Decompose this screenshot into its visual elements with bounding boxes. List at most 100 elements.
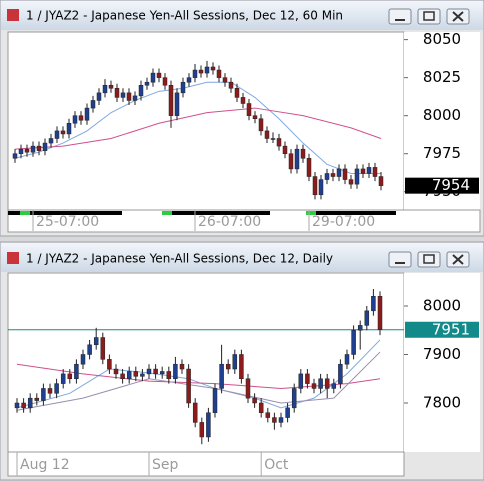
candle-body (371, 296, 376, 312)
candle-body (366, 167, 372, 174)
candle-body (153, 368, 158, 375)
candle-body (265, 412, 271, 418)
candle-body (344, 354, 350, 365)
candle-body (252, 397, 257, 404)
candle-body (27, 397, 33, 409)
candle-body (246, 103, 252, 116)
candle-body (272, 417, 277, 423)
x-tick-label: Oct (264, 457, 289, 473)
candle-body (336, 168, 342, 177)
candle-body (87, 344, 92, 355)
candle-body (100, 337, 106, 360)
candle-body (282, 145, 288, 154)
minimize-button[interactable] (388, 8, 412, 25)
session-marker (162, 211, 172, 215)
minimize-icon (395, 262, 405, 264)
candle-body (156, 72, 162, 78)
candle-body (47, 388, 53, 394)
candle-body (114, 88, 120, 98)
candle-body (258, 402, 264, 413)
candle-body (74, 363, 79, 380)
candle-body (192, 402, 198, 423)
candle-body (48, 138, 54, 144)
candle-body (173, 363, 178, 380)
candle-body (108, 84, 114, 89)
candle-body (294, 148, 300, 170)
candle-body (305, 373, 310, 384)
candle-body (342, 168, 348, 180)
candle-body (80, 354, 86, 365)
candle-body (245, 378, 251, 399)
time-axis (7, 209, 481, 233)
candle-body (12, 153, 18, 159)
candle-body (360, 168, 366, 174)
candle-body (377, 296, 383, 331)
y-tick-label: 7975 (423, 144, 461, 162)
candle-body (179, 363, 185, 370)
last-price-box (405, 321, 479, 338)
candle-body (285, 407, 290, 418)
candle-body (291, 388, 297, 409)
candle-body (312, 176, 318, 196)
y-tick-label: 8000 (423, 106, 461, 124)
candle-body (324, 378, 330, 389)
candle-body (90, 100, 96, 109)
x-tick-label: 26-07:00 (198, 214, 261, 230)
candle-body (60, 130, 66, 135)
candle-body (144, 81, 150, 86)
x-tick-label: 29-07:00 (312, 214, 375, 230)
last-price-label: 7954 (432, 176, 470, 194)
candle-body (66, 123, 72, 135)
candle-body (206, 412, 211, 438)
y-tick-label: 7900 (423, 345, 461, 363)
window-buttons[interactable] (388, 8, 470, 25)
candle-body (239, 354, 244, 380)
candle-body (78, 115, 84, 121)
moving-average (14, 107, 382, 150)
candle-body (276, 138, 282, 147)
candle-body (198, 69, 204, 74)
candle-body (318, 378, 323, 389)
time-axis (7, 451, 405, 477)
candle-body (107, 359, 112, 370)
candle-body (348, 179, 354, 185)
y-tick-label: 7800 (423, 394, 461, 412)
candle-body (120, 92, 126, 98)
candle-body (225, 363, 231, 370)
candle-body (168, 84, 174, 116)
candle-body (102, 84, 108, 94)
candle-body (330, 173, 336, 177)
window-buttons[interactable] (388, 251, 470, 268)
candle-body (298, 373, 304, 389)
candle-body (166, 371, 172, 380)
candle-body (338, 363, 343, 384)
candle-body (252, 115, 258, 119)
candle-body (378, 176, 384, 186)
close-icon (452, 254, 464, 265)
window-icon (7, 9, 19, 21)
candle-body (351, 329, 356, 355)
window-title: 1 / JYAZ2 - Japanese Yen-All Sessions, D… (26, 9, 343, 23)
chart-window: 1 / JYAZ2 - Japanese Yen-All Sessions, D… (0, 0, 484, 237)
candle-body (120, 373, 125, 380)
session-marker (20, 211, 30, 215)
price-axis (404, 273, 480, 452)
candle-body (331, 383, 337, 389)
candle-body (219, 363, 224, 389)
candle-body (306, 158, 312, 177)
moving-average (14, 81, 381, 174)
candle-body (364, 310, 370, 326)
minimize-button[interactable] (388, 251, 412, 268)
session-gap (270, 211, 306, 215)
candle-body (132, 95, 138, 101)
candle-body (24, 148, 30, 153)
candle-body (96, 92, 102, 101)
candle-body (150, 72, 156, 83)
restore-icon (423, 254, 435, 264)
candle-body (232, 354, 238, 370)
minimize-icon (395, 19, 405, 21)
candle-body (300, 148, 306, 159)
candle-body (36, 145, 42, 151)
candle-body (41, 388, 46, 401)
